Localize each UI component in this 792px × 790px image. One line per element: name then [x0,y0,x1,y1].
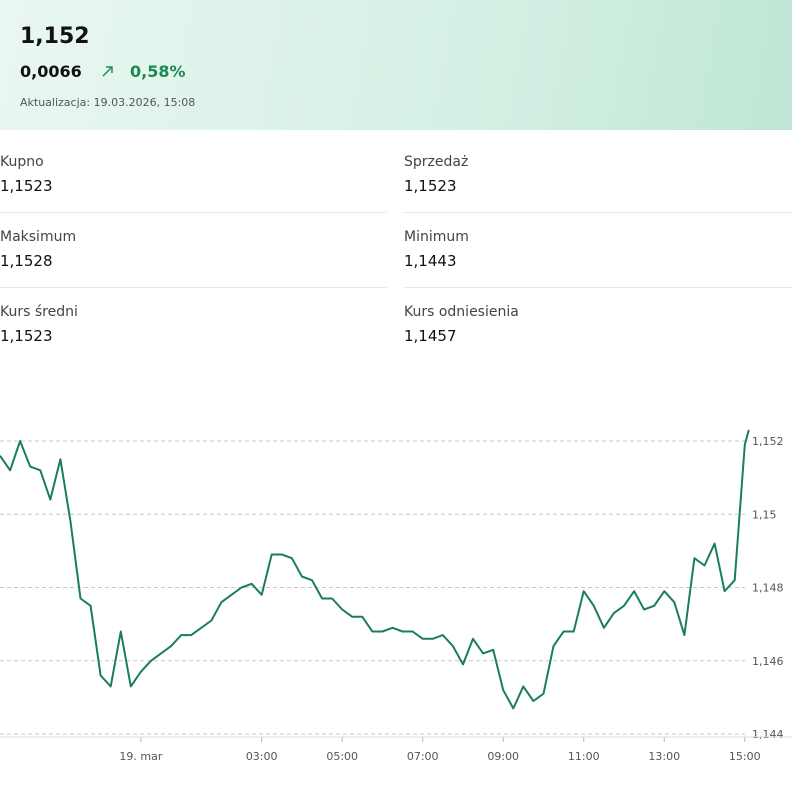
rate: 1,152 [20,24,90,49]
x-tick-label: 09:00 [487,750,519,763]
stat-value: 1,1523 [404,177,457,195]
x-tick-label: 11:00 [568,750,600,763]
separator [0,212,387,213]
x-tick-label: 05:00 [326,750,358,763]
header: 1,152 0,0066 0,58% Aktualizacja: 19.03.2… [0,0,792,130]
up-arrow [102,66,113,77]
stat: Kurs średni 1,1523 [0,280,387,355]
x-tick-label: 13:00 [648,750,680,763]
stat-value: 1,1523 [0,327,53,345]
x-tick-label: 15:00 [729,750,761,763]
change-percent: 0,58% [130,62,186,81]
chart: 1,144 1,146 1,148 1,15 1,152 19. mar 03:00 05:0… [0,429,792,763]
stat-label: Sprzedaż [404,154,469,170]
stat: Sprzedaż 1,1523 [404,130,791,205]
stat-label: Minimum [404,229,469,245]
y-tick-label: 1,152 [752,435,784,448]
stat-label: Maksimum [0,229,77,245]
x-tick-label: 03:00 [246,750,278,763]
y-tick-label: 1,144 [752,728,784,741]
stat: Maksimum 1,1528 [0,205,387,280]
stat: Kupno 1,1523 [0,130,387,205]
updated: Aktualizacja: 19.03.2026, 15:08 [20,96,196,109]
change: 0,0066 [20,62,82,81]
stat-value: 1,1443 [404,252,457,270]
stat-label: Kupno [0,154,44,170]
stat-label: Kurs odniesienia [404,304,519,320]
separator [404,212,792,213]
stat-value: 1,1457 [404,327,457,345]
y-tick-label: 1,148 [752,582,784,595]
stat-value: 1,1523 [0,177,53,195]
x-tick-label: 19. mar [119,750,162,763]
y-tick-label: 1,15 [752,508,777,521]
stat: Kurs odniesienia 1,1457 [404,280,791,355]
separator [0,287,387,288]
stat-value: 1,1528 [0,252,53,270]
stat-label: Kurs średni [0,304,78,320]
x-tick-label: 07:00 [407,750,439,763]
y-tick-label: 1,146 [752,655,784,668]
stat: Minimum 1,1443 [404,205,791,280]
separator [404,287,792,288]
price-line [0,429,750,710]
